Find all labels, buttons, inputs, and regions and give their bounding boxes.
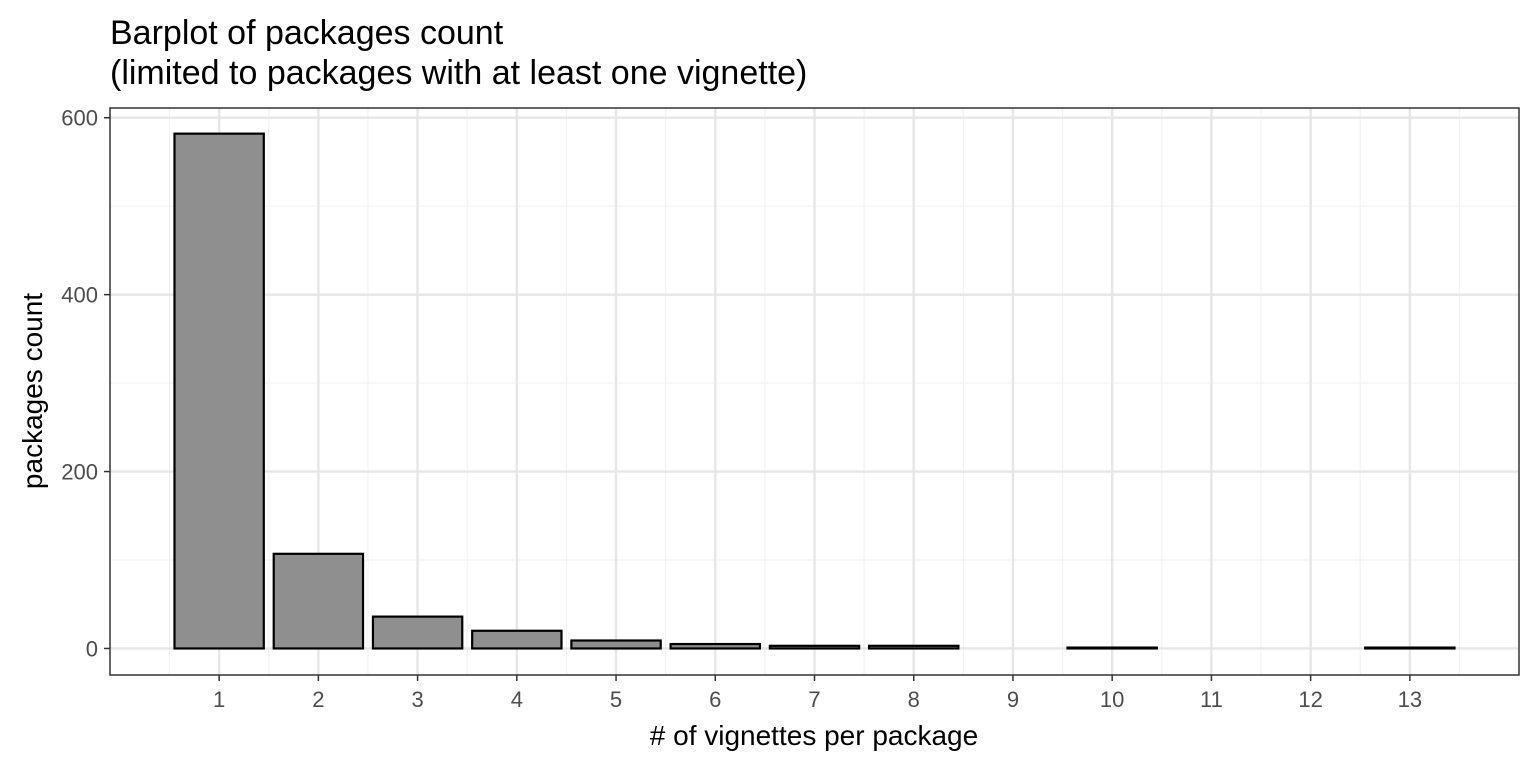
y-axis-label: packages count bbox=[17, 293, 48, 489]
x-tick-label: 4 bbox=[511, 687, 523, 712]
bar-13 bbox=[1364, 646, 1456, 650]
y-tick-label: 200 bbox=[61, 460, 98, 485]
chart-title: Barplot of packages count bbox=[110, 14, 504, 52]
x-tick-label: 11 bbox=[1200, 687, 1223, 712]
bar-6 bbox=[669, 642, 762, 650]
y-tick-label: 0 bbox=[86, 636, 98, 661]
bars-group bbox=[173, 132, 1456, 650]
bar-10 bbox=[1066, 646, 1158, 650]
x-tick-label: 5 bbox=[610, 687, 622, 712]
chart-subtitle: (limited to packages with at least one v… bbox=[110, 54, 807, 92]
x-tick-label: 7 bbox=[808, 687, 820, 712]
x-tick-label: 6 bbox=[709, 687, 721, 712]
x-tick-label: 13 bbox=[1398, 687, 1422, 712]
x-tick-label: 3 bbox=[411, 687, 423, 712]
bar-1 bbox=[173, 132, 265, 650]
bar-2 bbox=[272, 552, 365, 650]
x-tick-label: 8 bbox=[908, 687, 920, 712]
x-tick-label: 1 bbox=[213, 687, 225, 712]
bar-4 bbox=[471, 629, 563, 650]
x-axis-label: # of vignettes per package bbox=[650, 720, 978, 751]
x-tick-label: 10 bbox=[1100, 687, 1124, 712]
x-tick-label: 12 bbox=[1298, 687, 1322, 712]
y-tick-label: 600 bbox=[61, 106, 98, 131]
x-tick-label: 2 bbox=[312, 687, 324, 712]
x-tick-label: 9 bbox=[1007, 687, 1019, 712]
bar-7 bbox=[768, 644, 861, 650]
y-tick-label: 400 bbox=[61, 283, 98, 308]
bar-3 bbox=[371, 615, 464, 650]
bar-8 bbox=[867, 644, 960, 650]
bar-5 bbox=[570, 639, 662, 650]
